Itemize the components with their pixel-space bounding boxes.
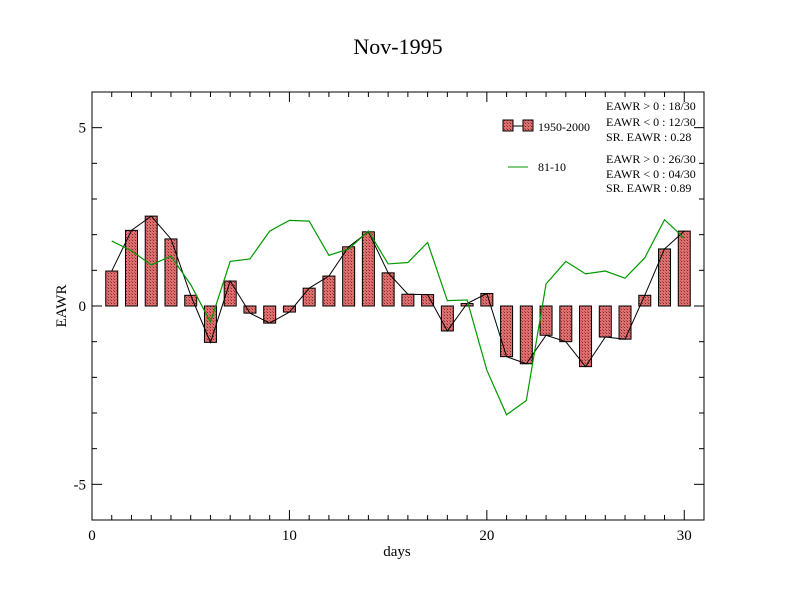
series-line-81-10 bbox=[111, 218, 685, 416]
bar-day-13 bbox=[342, 246, 356, 307]
plot-area bbox=[105, 215, 691, 416]
bar-day-2 bbox=[124, 229, 138, 307]
legend-stat-positive-81-10: EAWR > 0 : 26/30 bbox=[606, 152, 696, 166]
bar-day-1 bbox=[105, 270, 119, 307]
x-tick-label-10: 10 bbox=[282, 528, 297, 544]
y-tick-label-0: 0 bbox=[79, 299, 87, 315]
legend-stat-sr-1950-2000: SR. EAWR : 0.28 bbox=[606, 130, 691, 144]
legend-label-1950-2000: 1950-2000 bbox=[538, 120, 590, 134]
bar-day-26 bbox=[598, 305, 612, 338]
bar-day-24 bbox=[559, 305, 573, 343]
bar-day-16 bbox=[401, 293, 415, 307]
bar-day-17 bbox=[421, 294, 435, 307]
legend-stat-negative-1950-2000: EAWR < 0 : 12/30 bbox=[606, 115, 696, 129]
legend-marker-left-1950-2000 bbox=[502, 119, 514, 132]
legend-stat-negative-81-10: EAWR < 0 : 04/30 bbox=[606, 167, 696, 181]
bar-day-25 bbox=[579, 305, 593, 368]
bar-day-4 bbox=[164, 238, 178, 307]
legend-entry-1950-2000: 1950-2000 EAWR > 0 : 18/30 EAWR < 0 : 12… bbox=[502, 99, 696, 144]
x-tick-label-20: 20 bbox=[479, 528, 494, 544]
legend-stat-positive-1950-2000: EAWR > 0 : 18/30 bbox=[606, 99, 696, 113]
bar-day-30 bbox=[677, 230, 691, 307]
legend-entry-81-10: 81-10 EAWR > 0 : 26/30 EAWR < 0 : 04/30 … bbox=[508, 152, 696, 195]
bar-day-29 bbox=[658, 248, 672, 307]
x-tick-label-30: 30 bbox=[677, 528, 692, 544]
bar-day-6 bbox=[203, 305, 217, 343]
bar-day-11 bbox=[302, 287, 316, 307]
legend-stat-sr-81-10: SR. EAWR : 0.89 bbox=[606, 181, 691, 195]
chart-title: Nov-1995 bbox=[353, 34, 442, 59]
y-tick-label--5: -5 bbox=[74, 477, 87, 493]
bar-day-18 bbox=[440, 305, 454, 332]
legend-label-81-10: 81-10 bbox=[538, 160, 566, 174]
bar-day-22 bbox=[519, 305, 533, 365]
y-axis-label: EAWR bbox=[54, 285, 70, 328]
bar-day-21 bbox=[500, 305, 514, 358]
x-tick-label-0: 0 bbox=[88, 528, 96, 544]
bar-day-12 bbox=[322, 275, 336, 307]
series-line-1950-2000 bbox=[111, 215, 685, 368]
legend: 1950-2000 EAWR > 0 : 18/30 EAWR < 0 : 12… bbox=[502, 99, 696, 195]
legend-marker-right-1950-2000 bbox=[522, 119, 534, 132]
bar-day-27 bbox=[618, 305, 632, 340]
bar-day-3 bbox=[144, 215, 158, 307]
bar-day-14 bbox=[361, 231, 375, 307]
x-axis-label: days bbox=[383, 544, 411, 560]
axes: 0 10 20 30 -5 0 5 bbox=[74, 91, 705, 544]
y-tick-label-5: 5 bbox=[79, 121, 87, 137]
